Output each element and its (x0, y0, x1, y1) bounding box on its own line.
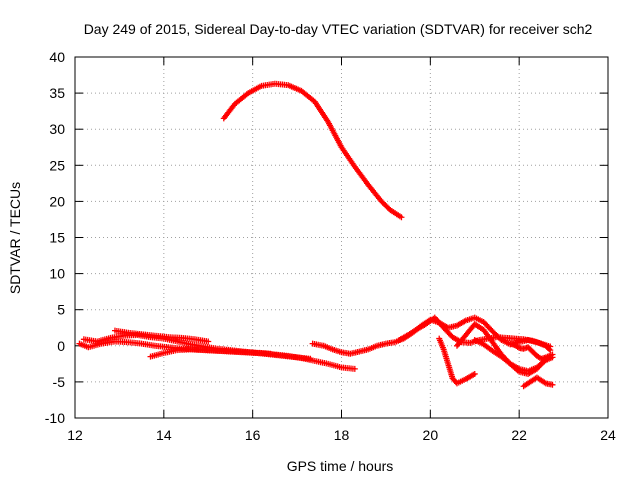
data-point (205, 338, 212, 345)
data-point (351, 365, 358, 372)
y-tick-label: 40 (49, 49, 65, 65)
x-axis-label: GPS time / hours (287, 458, 394, 474)
y-tick-label: -10 (45, 410, 65, 426)
data-point (471, 370, 478, 377)
series-high-arc (220, 80, 405, 221)
x-tick-label: 12 (67, 427, 83, 443)
y-tick-label: -5 (53, 374, 66, 390)
x-tick-label: 20 (423, 427, 439, 443)
data-point (398, 214, 405, 221)
chart-title: Day 249 of 2015, Sidereal Day-to-day VTE… (84, 21, 593, 37)
y-tick-label: 10 (49, 266, 65, 282)
x-tick-label: 24 (600, 427, 616, 443)
data-point (549, 351, 556, 358)
y-tick-label: 25 (49, 157, 65, 173)
series-track-d (147, 346, 274, 360)
y-tick-label: 5 (57, 302, 65, 318)
data-point (547, 343, 554, 350)
data-series (76, 80, 556, 390)
series-track-f (396, 314, 554, 350)
x-tick-label: 22 (511, 427, 527, 443)
y-tick-label: 35 (49, 85, 65, 101)
axis-ticks: -10 -5 0 5 10 15 20 25 30 35 40 12 14 16 18 20 22 24 (45, 49, 616, 443)
series-track-i (471, 337, 549, 377)
data-point (307, 355, 314, 362)
x-tick-label: 14 (156, 427, 172, 443)
y-tick-label: 20 (49, 193, 65, 209)
y-tick-label: 0 (57, 338, 65, 354)
series-track-k (507, 340, 556, 362)
y-tick-label: 15 (49, 230, 65, 246)
series-track-c (111, 327, 212, 345)
x-tick-label: 18 (334, 427, 350, 443)
y-axis-label: SDTVAR / TECUs (7, 182, 23, 294)
data-point (267, 350, 274, 357)
y-tick-label: 30 (49, 121, 65, 137)
data-point (549, 381, 556, 388)
x-tick-label: 16 (245, 427, 261, 443)
series-track-j (520, 374, 556, 390)
series-track-g (436, 335, 478, 387)
